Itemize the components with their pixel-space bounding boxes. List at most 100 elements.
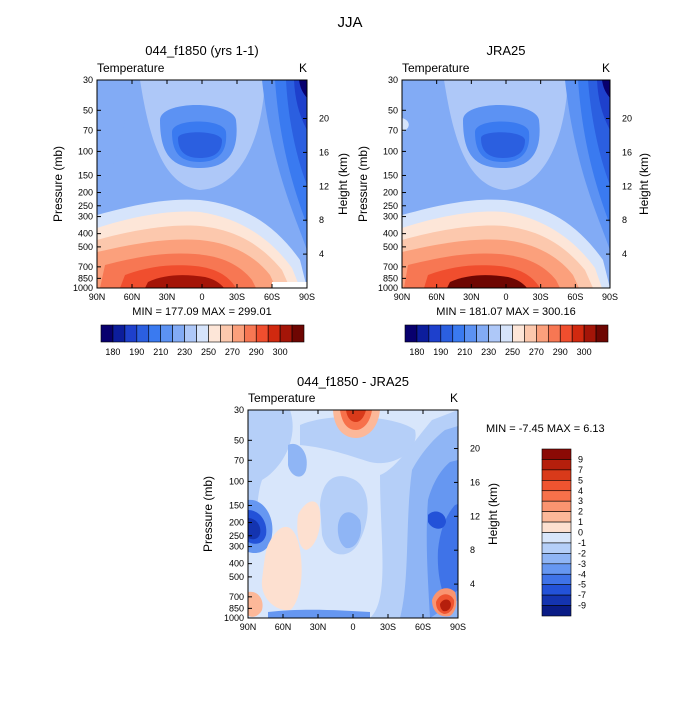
- contour-neg3-bottom: [268, 609, 370, 618]
- y-tick-label: 1000: [73, 283, 93, 293]
- colorbar: 180 190 210 230 250 270 290 300: [404, 324, 609, 357]
- colorbar-label: 180: [105, 347, 120, 357]
- colorbar-box: [440, 324, 454, 343]
- colorbar-label: 210: [153, 347, 168, 357]
- x-tick-label: 90N: [89, 292, 106, 302]
- y-tick-label: 700: [78, 262, 93, 272]
- colorbar-label: -7: [578, 590, 586, 600]
- y-tick-label: 70: [234, 455, 244, 465]
- y2-tick-label: 20: [470, 444, 480, 454]
- x-tick-label: 60N: [428, 292, 445, 302]
- colorbar-label: 4: [578, 486, 583, 496]
- contour-180: [299, 80, 307, 98]
- colorbar-box: [559, 324, 573, 343]
- figure-title: JJA: [337, 14, 362, 31]
- colorbar-label: -4: [578, 569, 586, 579]
- colorbar-label: 3: [578, 496, 583, 506]
- y2-tick-label: 8: [470, 545, 475, 555]
- contour-pos1-left: [261, 526, 302, 611]
- y-tick-label: 70: [83, 125, 93, 135]
- contour-cold-core-3: [481, 132, 525, 158]
- y-tick-label: 50: [83, 105, 93, 115]
- x-tick-label: 60S: [567, 292, 583, 302]
- colorbar-box: [541, 469, 572, 481]
- panel-model: 044_f1850 (yrs 1-1) Temperature K 90N 60N: [51, 43, 350, 357]
- colorbar-box: [416, 324, 430, 343]
- contour-field: [248, 410, 458, 618]
- x-tick-label: 0: [199, 292, 204, 302]
- x-tick-label: 60N: [124, 292, 141, 302]
- colorbar-label: 270: [529, 347, 544, 357]
- colorbar-box: [279, 324, 293, 343]
- colorbar-box: [541, 459, 572, 471]
- y2-tick-label: 16: [622, 147, 632, 157]
- colorbar-box: [500, 324, 513, 343]
- contour-neg1-left: [248, 410, 293, 530]
- colorbar-box: [547, 324, 561, 343]
- x-tick-label: 30S: [380, 622, 396, 632]
- units-label: K: [299, 61, 307, 75]
- colorbar-box: [255, 324, 269, 343]
- contour-polar-warm: [402, 118, 409, 132]
- colorbar-label: 7: [578, 465, 583, 475]
- x-tick-label: 30N: [159, 292, 176, 302]
- stats-text: MIN = 181.07 MAX = 300.16: [436, 306, 575, 318]
- colorbar-box: [583, 324, 597, 343]
- colorbar-label: 5: [578, 475, 583, 485]
- x-tick-label: 30N: [463, 292, 480, 302]
- colorbar-label: 230: [481, 347, 496, 357]
- colorbar-label: 290: [553, 347, 568, 357]
- contour-300: [447, 275, 527, 288]
- y-tick-label: 500: [229, 572, 244, 582]
- y2-axis-label: Height (km): [486, 483, 500, 545]
- x-tick-label: 0: [350, 622, 355, 632]
- colorbar-label: 270: [225, 347, 240, 357]
- y-tick-label: 30: [234, 405, 244, 415]
- contour-pos1-bottom-left: [248, 591, 263, 617]
- y-tick-label: 30: [83, 75, 93, 85]
- y-tick-label: 250: [383, 201, 398, 211]
- y-tick-label: 700: [229, 592, 244, 602]
- y2-tick-label: 8: [319, 215, 324, 225]
- contour-230: [402, 80, 434, 200]
- colorbar-box: [541, 563, 572, 575]
- contour-neg1-top: [300, 416, 416, 464]
- y-tick-label: 250: [78, 201, 93, 211]
- variable-label: Temperature: [248, 391, 316, 405]
- colorbar-box: [512, 324, 525, 343]
- colorbar-box: [476, 324, 489, 343]
- colorbar-label: 300: [577, 347, 592, 357]
- colorbar-box: [184, 324, 197, 343]
- contour-180: [602, 80, 610, 98]
- colorbar-label: 210: [457, 347, 472, 357]
- colorbar-label: -3: [578, 559, 586, 569]
- colorbar-box: [464, 324, 477, 343]
- y-tick-label: 700: [383, 262, 398, 272]
- colorbar-label: 190: [433, 347, 448, 357]
- y-tick-label: 500: [78, 242, 93, 252]
- x-tick-label: 30N: [310, 622, 327, 632]
- colorbar-box: [243, 324, 257, 343]
- y-tick-label: 100: [383, 146, 398, 156]
- y-tick-label: 1000: [378, 283, 398, 293]
- y2-tick-label: 12: [622, 181, 632, 191]
- y2-tick-label: 12: [470, 511, 480, 521]
- y-tick-label: 850: [78, 273, 93, 283]
- colorbar-box: [196, 324, 209, 343]
- colorbar-label: 0: [578, 528, 583, 538]
- colorbar-box: [541, 573, 572, 585]
- colorbar-box: [541, 511, 572, 523]
- y-tick-label: 300: [229, 542, 244, 552]
- x-tick-label: 60S: [264, 292, 280, 302]
- colorbar-box: [541, 605, 572, 617]
- y2-tick-label: 8: [622, 215, 627, 225]
- contour-neg2-mid: [337, 512, 362, 549]
- y-tick-label: 200: [78, 188, 93, 198]
- y-axis-label: Pressure (mb): [51, 146, 65, 222]
- variable-label: Temperature: [402, 61, 470, 75]
- colorbar-box: [541, 448, 572, 460]
- colorbar-box: [541, 480, 572, 492]
- colorbar-label: 290: [249, 347, 264, 357]
- y2-tick-label: 16: [470, 477, 480, 487]
